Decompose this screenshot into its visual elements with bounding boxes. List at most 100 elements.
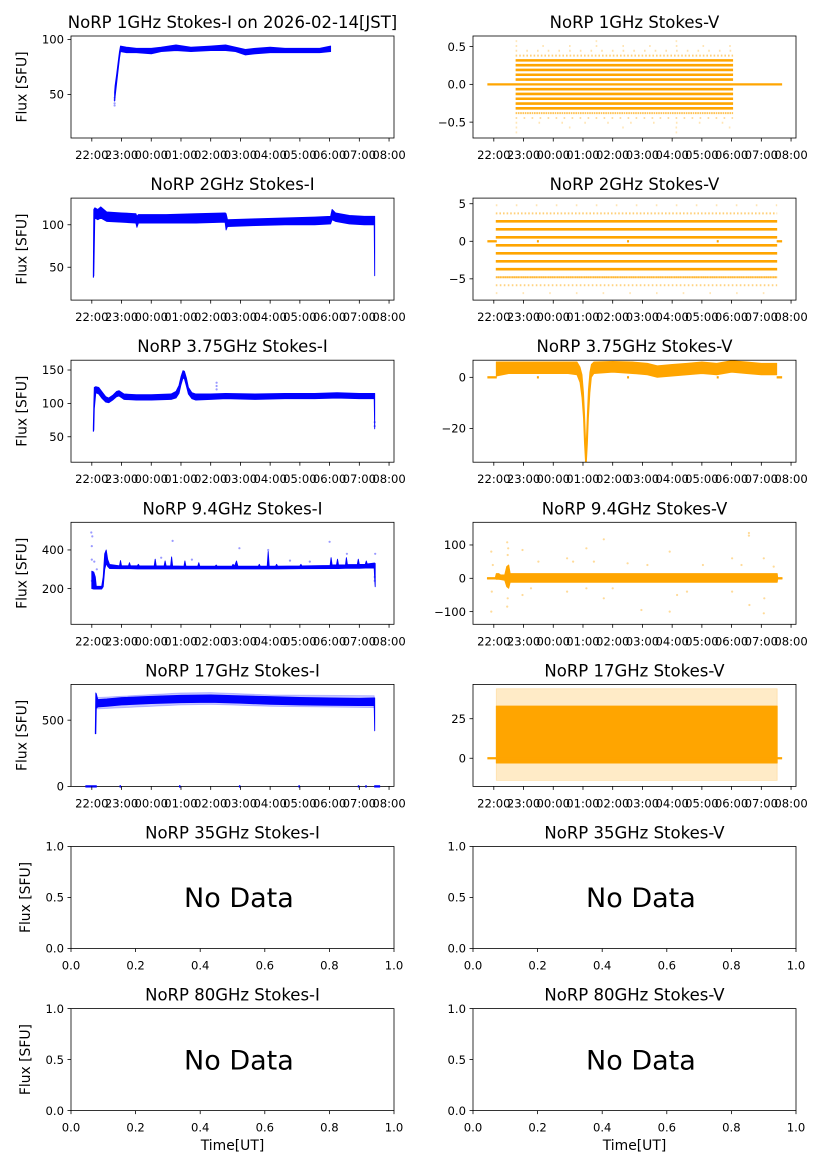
x-tick-label: 06:00 xyxy=(715,796,748,810)
data-point xyxy=(288,559,292,562)
x-tick-label: 08:00 xyxy=(372,310,405,324)
y-axis-label: Flux [SFU] xyxy=(18,862,34,933)
x-tick-label: 1.0 xyxy=(787,1121,805,1135)
x-tick-label: 05:00 xyxy=(283,472,316,486)
data-point xyxy=(190,558,193,561)
x-tick-label: 04:00 xyxy=(655,472,688,486)
x-tick-label: 04:00 xyxy=(253,310,286,324)
x-tick-label: 22:00 xyxy=(477,796,510,810)
x-tick-label: 04:00 xyxy=(655,310,688,324)
plot-area xyxy=(94,692,376,735)
data-point xyxy=(566,557,569,560)
plot-area xyxy=(495,360,778,463)
data-point xyxy=(90,579,93,583)
data-point xyxy=(491,563,494,567)
data-point xyxy=(345,552,348,555)
axes-frame xyxy=(472,359,797,463)
x-tick-label: 0.2 xyxy=(528,959,546,973)
panel-3-75ghz-stokes-v: 22:0023:0000:0001:0002:0003:0004:0005:00… xyxy=(442,337,808,486)
x-tick-label: 00:00 xyxy=(135,148,168,162)
data-point xyxy=(373,421,376,424)
x-tick-label: 00:00 xyxy=(537,634,570,648)
y-tick-label: 50 xyxy=(49,430,64,444)
x-tick-label: 0.2 xyxy=(528,1121,546,1135)
y-tick-label: 5 xyxy=(459,197,466,211)
x-tick-label: 02:00 xyxy=(596,634,629,648)
data-point xyxy=(521,548,524,552)
data-point xyxy=(529,587,533,590)
x-tick-label: 04:00 xyxy=(253,472,286,486)
x-tick-label: 08:00 xyxy=(774,148,807,162)
no-data-message: No Data xyxy=(184,1045,294,1076)
data-point xyxy=(160,556,163,559)
x-tick-label: 07:00 xyxy=(745,796,778,810)
data-point xyxy=(740,563,743,567)
x-axis-label: Time[UT] xyxy=(602,1138,666,1154)
x-tick-label: 22:00 xyxy=(75,472,108,486)
series-band xyxy=(495,705,778,764)
x-tick-label: 06:00 xyxy=(715,472,748,486)
data-point xyxy=(747,531,751,535)
x-tick-label: 23:00 xyxy=(105,310,138,324)
x-tick-label: 06:00 xyxy=(715,634,748,648)
x-tick-label: 1.0 xyxy=(787,959,805,973)
x-tick-label: 08:00 xyxy=(774,796,807,810)
x-tick-label: 06:00 xyxy=(715,310,748,324)
panel-17ghz-stokes-v: 22:0023:0000:0001:0002:0003:0004:0005:00… xyxy=(451,661,808,810)
data-point xyxy=(267,548,270,552)
data-point xyxy=(668,550,671,553)
data-point xyxy=(90,531,93,534)
y-tick-label: 0.5 xyxy=(46,1053,64,1067)
series-band xyxy=(92,206,376,278)
x-tick-label: 04:00 xyxy=(253,634,286,648)
x-tick-label: 07:00 xyxy=(745,472,778,486)
plot-area xyxy=(486,531,783,615)
y-tick-label: −0.5 xyxy=(438,115,466,129)
x-tick-label: 08:00 xyxy=(372,472,405,486)
data-point xyxy=(626,562,629,565)
panel-title: NoRP 2GHz Stokes-V xyxy=(550,175,720,194)
y-tick-label: 25 xyxy=(451,712,466,726)
series-band xyxy=(92,370,376,432)
x-tick-label: 22:00 xyxy=(75,310,108,324)
x-tick-label: 01:00 xyxy=(566,310,599,324)
y-tick-label: 100 xyxy=(42,218,64,232)
panel-1ghz-stokes-v: 22:0023:0000:0001:0002:0003:0004:0005:00… xyxy=(438,13,808,162)
x-tick-label: 00:00 xyxy=(135,472,168,486)
y-axis-label: Flux [SFU] xyxy=(14,376,30,447)
x-tick-label: 01:00 xyxy=(164,148,197,162)
x-tick-label: 0.8 xyxy=(320,959,338,973)
data-point xyxy=(731,557,734,560)
data-point xyxy=(308,560,311,563)
y-tick-label: 100 xyxy=(42,397,64,411)
y-tick-label: 1.0 xyxy=(448,1002,466,1016)
y-axis-label: Flux [SFU] xyxy=(14,538,30,609)
panel-1ghz-stokes-i: 22:0023:0000:0001:0002:0003:0004:0005:00… xyxy=(14,13,405,162)
axes-frame xyxy=(472,684,797,787)
x-tick-label: 08:00 xyxy=(774,634,807,648)
x-tick-label: 06:00 xyxy=(715,148,748,162)
x-tick-label: 0.0 xyxy=(62,1121,80,1135)
x-tick-label: 00:00 xyxy=(135,796,168,810)
x-tick-label: 0.2 xyxy=(126,959,144,973)
data-point xyxy=(215,388,218,391)
data-point xyxy=(506,553,509,557)
panel-title: NoRP 3.75GHz Stokes-V xyxy=(537,337,734,356)
data-point xyxy=(521,593,524,597)
y-tick-label: −20 xyxy=(442,422,466,436)
plot-area xyxy=(515,40,734,134)
x-tick-label: 02:00 xyxy=(596,148,629,162)
x-tick-label: 0.4 xyxy=(191,959,209,973)
x-tick-label: 00:00 xyxy=(537,796,570,810)
data-point xyxy=(113,98,116,102)
data-point xyxy=(490,550,493,553)
x-tick-label: 06:00 xyxy=(313,472,346,486)
x-tick-label: 22:00 xyxy=(477,634,510,648)
x-tick-label: 0.6 xyxy=(658,959,676,973)
x-tick-label: 22:00 xyxy=(75,634,108,648)
y-tick-label: 200 xyxy=(42,582,64,596)
axes-frame xyxy=(472,197,797,301)
x-tick-label: 22:00 xyxy=(477,310,510,324)
data-point xyxy=(537,560,540,563)
data-point xyxy=(113,102,116,105)
